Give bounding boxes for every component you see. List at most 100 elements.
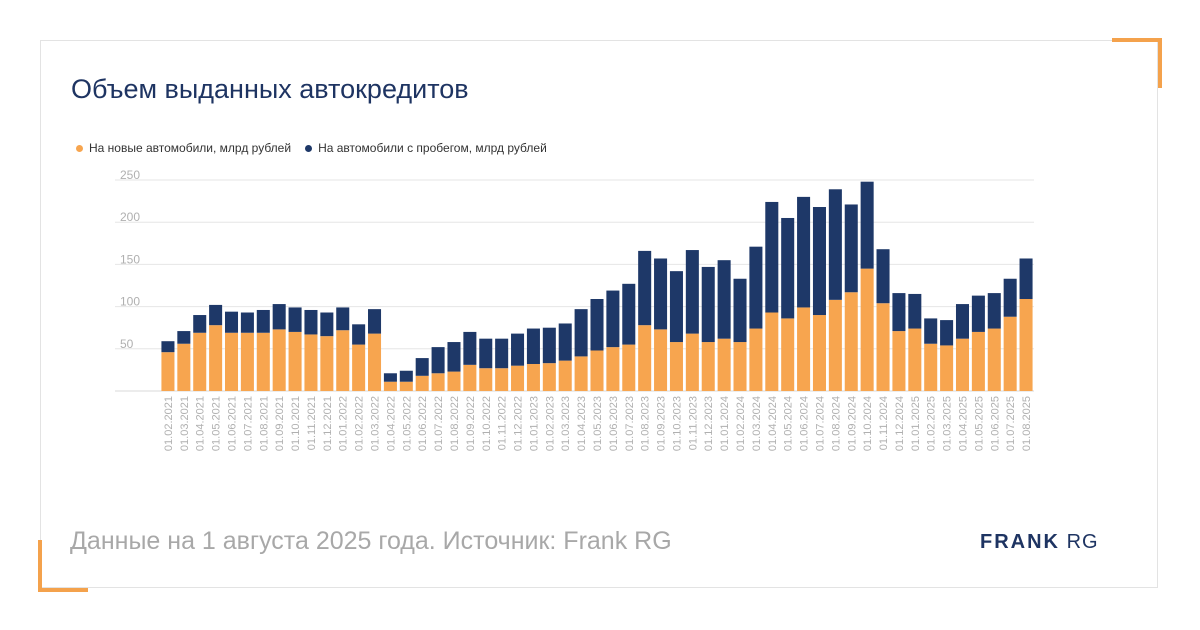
- x-tick-label: 01.06.2025: [989, 396, 1001, 451]
- bar-new-cars: [224, 332, 239, 391]
- x-tick-label: 01.05.2023: [592, 396, 604, 451]
- logo-frank: FRANK: [980, 531, 1060, 553]
- x-tick-label: 01.06.2023: [608, 396, 620, 451]
- bar-new-cars: [558, 360, 572, 391]
- y-tick-label: 150: [120, 252, 140, 266]
- x-tick-label: 01.06.2021: [227, 396, 239, 451]
- bar-used-cars: [940, 320, 954, 346]
- x-tick-label: 01.01.2025: [910, 396, 922, 451]
- bar-new-cars: [590, 350, 604, 391]
- bar-new-cars: [256, 332, 270, 391]
- bar-new-cars: [924, 343, 938, 391]
- y-tick-label: 50: [120, 337, 134, 351]
- bar-used-cars: [209, 304, 223, 326]
- x-tick-label: 01.01.2022: [338, 396, 350, 451]
- bar-new-cars: [304, 334, 318, 391]
- bar-new-cars: [1019, 299, 1033, 391]
- x-tick-label: 01.05.2021: [211, 396, 223, 451]
- bar-new-cars: [479, 368, 493, 391]
- x-tick-label: 01.03.2023: [560, 396, 572, 451]
- corner-accent-top-right-horizontal: [1112, 38, 1162, 42]
- x-tick-label: 01.02.2022: [354, 396, 366, 451]
- bar-used-cars: [431, 347, 445, 374]
- x-tick-label: 01.02.2025: [926, 396, 938, 451]
- x-tick-label: 01.09.2023: [656, 396, 668, 451]
- x-tick-label: 01.07.2025: [1005, 396, 1017, 451]
- bar-used-cars: [669, 271, 683, 343]
- bar-used-cars: [272, 304, 286, 330]
- bar-used-cars: [463, 331, 477, 365]
- bar-new-cars: [352, 344, 366, 391]
- bar-new-cars: [940, 345, 954, 391]
- bar-new-cars: [1003, 316, 1017, 391]
- bar-new-cars: [828, 299, 842, 391]
- bar-used-cars: [781, 217, 795, 319]
- x-tick-label: 01.03.2021: [179, 396, 191, 451]
- x-tick-label: 01.11.2021: [306, 396, 318, 450]
- x-tick-label: 01.04.2025: [957, 396, 969, 451]
- bar-new-cars: [876, 303, 890, 391]
- x-tick-label: 01.08.2024: [830, 396, 842, 451]
- bar-used-cars: [765, 201, 779, 313]
- bar-used-cars: [526, 328, 540, 364]
- bar-used-cars: [574, 309, 588, 357]
- bar-used-cars: [685, 250, 699, 334]
- x-tick-label: 01.04.2021: [195, 396, 207, 451]
- chart-legend: На новые автомобили, млрд рублей На авто…: [76, 141, 547, 155]
- bar-used-cars: [336, 307, 350, 331]
- x-tick-label: 01.08.2021: [258, 396, 270, 451]
- legend-marker-used-cars: [305, 144, 313, 152]
- bar-used-cars: [908, 293, 922, 329]
- bar-new-cars: [542, 363, 556, 391]
- x-tick-label: 01.04.2023: [576, 396, 588, 451]
- bar-new-cars: [860, 268, 874, 391]
- bar-used-cars: [860, 181, 874, 269]
- bar-new-cars: [812, 315, 826, 391]
- bar-used-cars: [987, 293, 1001, 329]
- bar-new-cars: [288, 331, 302, 391]
- bar-new-cars: [193, 332, 207, 391]
- bar-used-cars: [797, 196, 811, 308]
- y-tick-label: 250: [120, 168, 140, 182]
- bar-used-cars: [733, 278, 747, 343]
- x-tick-label: 01.04.2022: [385, 396, 397, 451]
- x-tick-label: 01.04.2024: [767, 396, 779, 451]
- x-tick-label: 01.01.2023: [528, 396, 540, 451]
- x-tick-label: 01.05.2025: [973, 396, 985, 451]
- x-tick-label: 01.07.2022: [433, 396, 445, 451]
- x-tick-label: 01.10.2022: [481, 396, 493, 451]
- bar-new-cars: [320, 336, 334, 391]
- x-tick-label: 01.11.2023: [687, 396, 699, 450]
- bar-used-cars: [352, 324, 366, 345]
- bar-used-cars: [256, 309, 270, 333]
- bar-used-cars: [622, 283, 636, 345]
- bar-new-cars: [622, 344, 636, 391]
- bar-used-cars: [892, 293, 906, 332]
- bar-new-cars: [685, 333, 699, 391]
- bar-used-cars: [812, 207, 826, 316]
- bar-used-cars: [193, 315, 207, 333]
- bar-new-cars: [240, 332, 254, 391]
- bar-used-cars: [590, 299, 604, 351]
- bar-used-cars: [1003, 278, 1017, 317]
- bar-used-cars: [224, 311, 239, 333]
- bar-new-cars: [177, 343, 191, 391]
- bar-new-cars: [368, 333, 382, 391]
- bar-new-cars: [701, 342, 715, 391]
- legend-label-used-cars: На автомобили с пробегом, млрд рублей: [318, 141, 547, 155]
- bar-new-cars: [638, 325, 652, 391]
- x-tick-label: 01.12.2021: [322, 396, 334, 451]
- bar-new-cars: [431, 373, 445, 391]
- x-tick-label: 01.01.2024: [719, 396, 731, 451]
- bar-new-cars: [749, 328, 763, 391]
- bar-new-cars: [654, 329, 668, 391]
- bar-used-cars: [177, 331, 191, 344]
- bar-new-cars: [209, 325, 223, 391]
- bar-new-cars: [272, 329, 286, 391]
- x-tick-label: 01.02.2023: [544, 396, 556, 451]
- x-tick-label: 01.09.2024: [846, 396, 858, 451]
- bar-new-cars: [399, 381, 413, 391]
- bar-used-cars: [479, 338, 493, 369]
- bar-used-cars: [240, 312, 254, 333]
- bar-new-cars: [161, 352, 175, 391]
